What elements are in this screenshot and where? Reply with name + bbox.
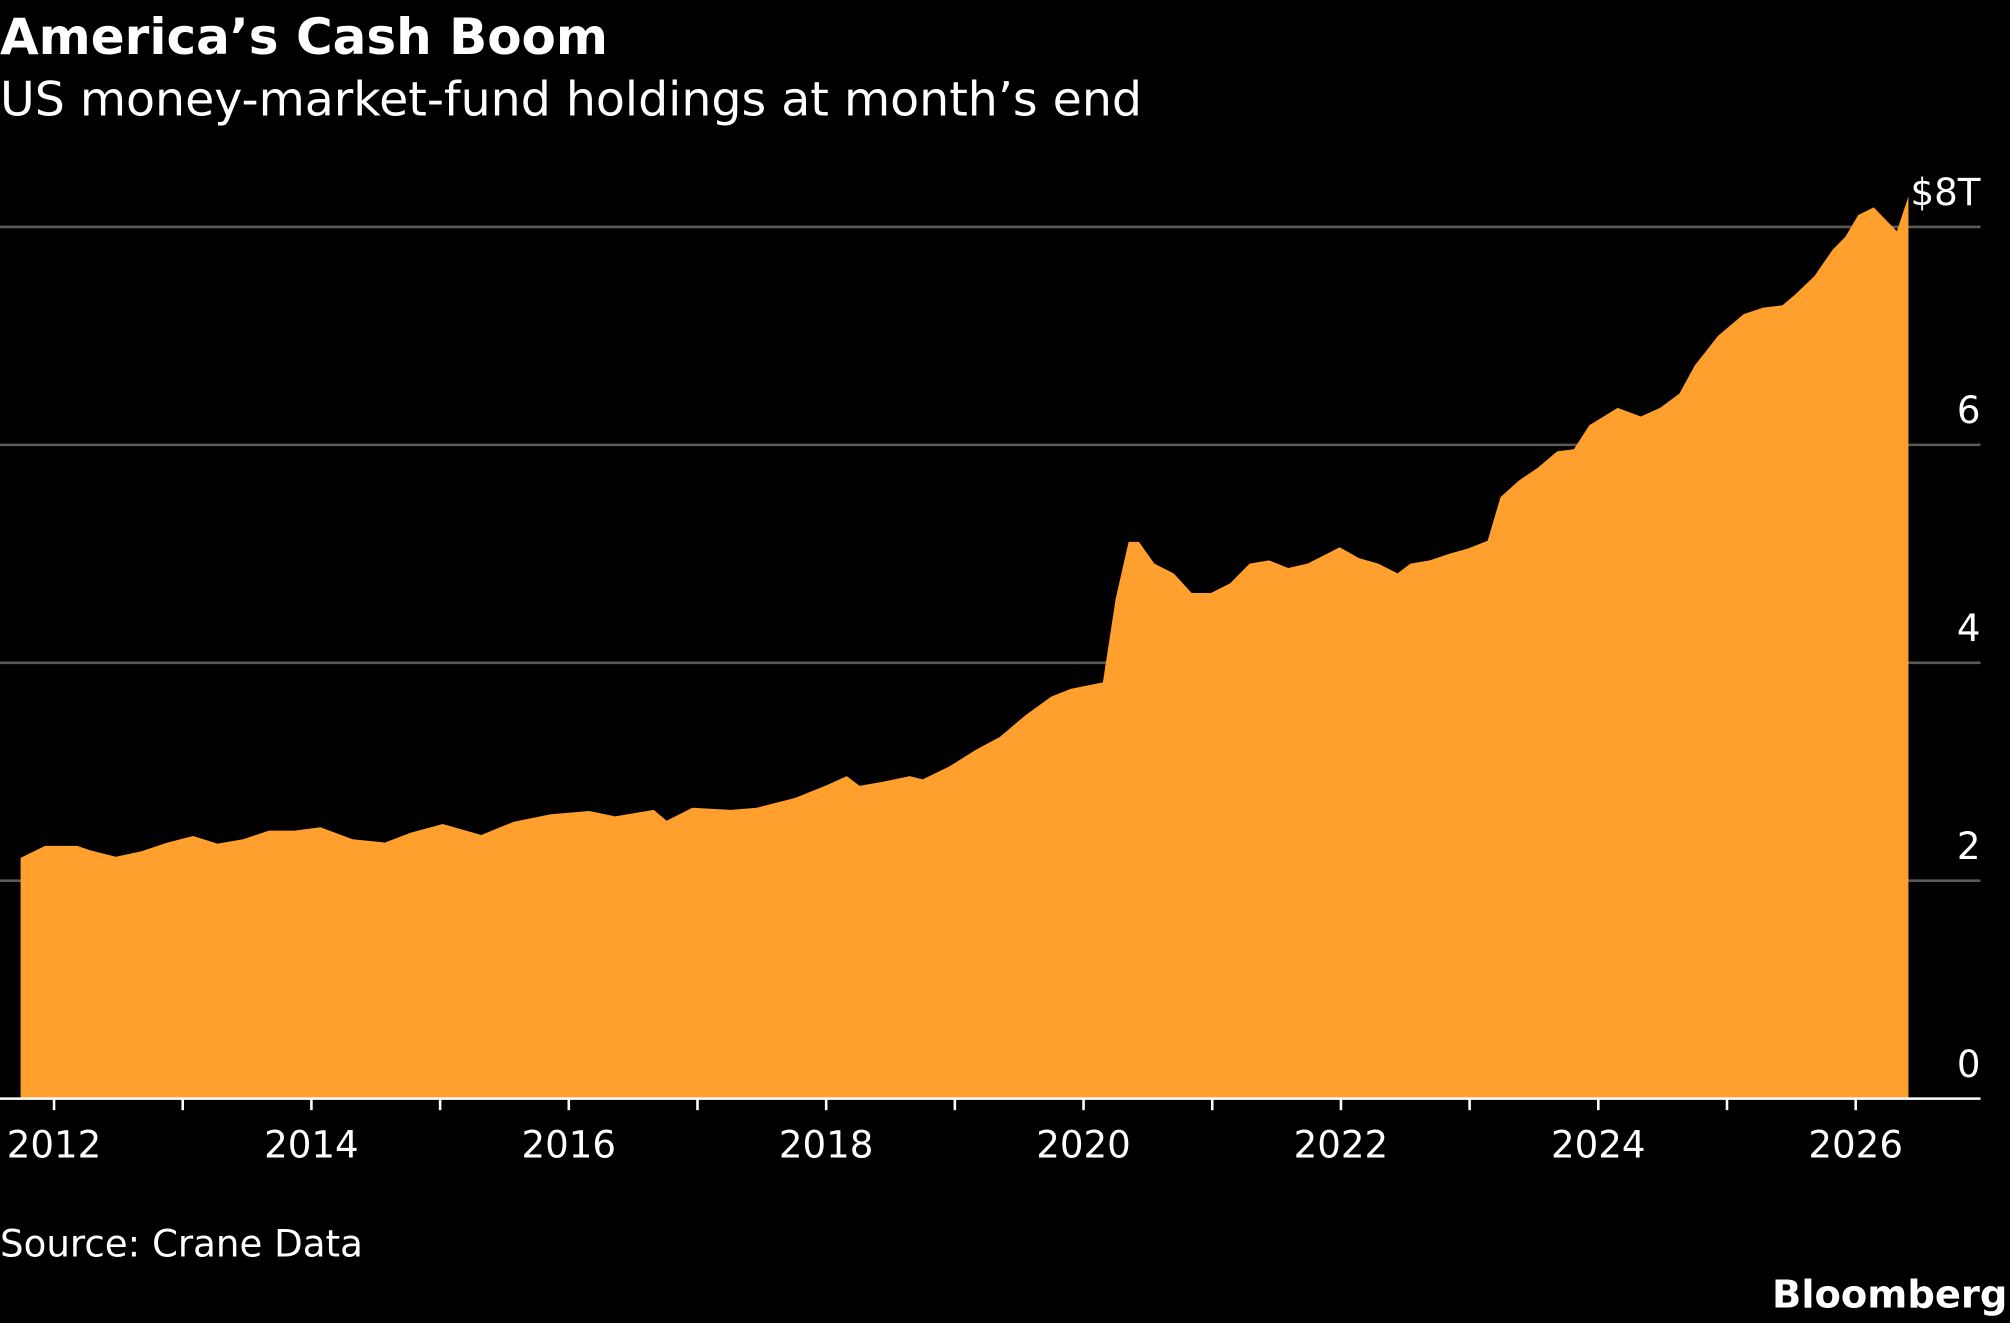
source-note: Source: Crane Data: [0, 1221, 363, 1265]
chart-subtitle: US money-market-fund holdings at month’s…: [0, 72, 1142, 127]
x-tick-label: 2014: [264, 1123, 359, 1167]
chart-title: America’s Cash Boom: [0, 8, 608, 66]
x-tick-label: 2020: [1036, 1123, 1131, 1167]
x-tick-label: 2018: [779, 1123, 874, 1167]
y-tick-label: 6: [1957, 388, 1981, 432]
area: [20, 196, 1909, 1099]
y-tick-label: 4: [1957, 606, 1981, 650]
x-tick-label: 2022: [1294, 1123, 1389, 1167]
y-tick-label: $8T: [1911, 170, 1981, 214]
x-tick-label: 2012: [7, 1123, 102, 1167]
y-tick-label: 2: [1957, 824, 1981, 868]
plot: [20, 196, 1909, 1099]
x-tick-label: 2026: [1808, 1123, 1903, 1167]
y-tick-label: 0: [1957, 1042, 1981, 1086]
axes: 0 2 4 6 $8T 2012 2014 2016 2018 2020 2022 2024 2026: [0, 170, 1981, 1167]
x-tick-label: 2016: [522, 1123, 617, 1167]
x-tick-label: 2024: [1551, 1123, 1646, 1167]
brand: Bloomberg: [1772, 1273, 2007, 1318]
